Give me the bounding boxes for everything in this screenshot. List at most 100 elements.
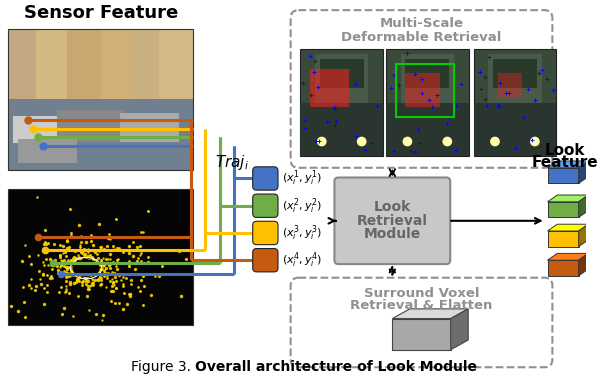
Point bbox=[39, 241, 49, 247]
Point bbox=[81, 265, 91, 271]
Point bbox=[124, 243, 134, 249]
Point bbox=[143, 208, 153, 214]
Point bbox=[78, 281, 87, 288]
Point bbox=[86, 232, 96, 238]
Point bbox=[19, 285, 28, 291]
Point bbox=[98, 318, 107, 324]
Point bbox=[99, 247, 109, 253]
Point bbox=[61, 288, 70, 294]
Point bbox=[146, 292, 155, 298]
Point bbox=[83, 268, 93, 274]
Point bbox=[56, 262, 66, 268]
Point bbox=[63, 273, 73, 279]
Point bbox=[99, 260, 108, 266]
Point bbox=[58, 250, 67, 257]
Polygon shape bbox=[547, 161, 588, 168]
Point bbox=[56, 284, 66, 290]
Point bbox=[67, 271, 76, 277]
Point bbox=[99, 263, 108, 270]
Polygon shape bbox=[547, 260, 579, 276]
Point bbox=[85, 281, 95, 288]
Point bbox=[104, 262, 114, 268]
Point bbox=[132, 244, 141, 250]
Point bbox=[53, 267, 63, 273]
Point bbox=[45, 275, 54, 281]
Text: Look: Look bbox=[374, 200, 411, 214]
Point bbox=[121, 275, 131, 281]
Point bbox=[112, 266, 122, 272]
Point bbox=[88, 280, 98, 286]
Point bbox=[67, 266, 77, 272]
Point bbox=[81, 265, 91, 271]
Point bbox=[114, 272, 123, 278]
Point bbox=[82, 258, 92, 264]
Point bbox=[74, 267, 84, 273]
Point bbox=[85, 262, 95, 268]
Point bbox=[79, 266, 88, 273]
Point bbox=[136, 258, 146, 264]
Point bbox=[38, 143, 48, 149]
Point bbox=[73, 271, 83, 278]
Point bbox=[176, 293, 185, 299]
Point bbox=[66, 278, 75, 285]
Point bbox=[83, 264, 93, 270]
Point bbox=[81, 266, 91, 272]
Point bbox=[76, 268, 86, 275]
Point bbox=[89, 265, 99, 271]
Point bbox=[122, 301, 132, 308]
Point bbox=[82, 266, 92, 272]
Point bbox=[82, 262, 92, 268]
Point bbox=[84, 266, 93, 272]
Point bbox=[84, 278, 93, 284]
Circle shape bbox=[530, 137, 540, 146]
Point bbox=[91, 270, 101, 276]
Point bbox=[76, 239, 85, 245]
Ellipse shape bbox=[72, 260, 100, 277]
Point bbox=[76, 243, 85, 250]
Point bbox=[81, 265, 91, 271]
Point bbox=[31, 287, 40, 293]
Text: $(x_i^3, y_i^3)$: $(x_i^3, y_i^3)$ bbox=[282, 223, 322, 243]
Point bbox=[57, 269, 66, 275]
Point bbox=[110, 300, 120, 306]
Point bbox=[86, 238, 96, 245]
Point bbox=[85, 270, 95, 276]
Point bbox=[77, 279, 87, 285]
Point bbox=[91, 261, 101, 267]
Point bbox=[97, 281, 107, 287]
Point bbox=[86, 272, 96, 278]
Point bbox=[69, 255, 78, 262]
Point bbox=[31, 283, 41, 290]
Point bbox=[92, 269, 102, 275]
Point bbox=[71, 263, 81, 269]
Point bbox=[79, 265, 89, 271]
Point bbox=[61, 283, 71, 289]
Point bbox=[87, 260, 97, 266]
Point bbox=[54, 270, 63, 276]
Point bbox=[79, 252, 89, 258]
Point bbox=[79, 264, 89, 270]
Point bbox=[114, 245, 124, 251]
Point bbox=[93, 265, 102, 271]
Point bbox=[82, 265, 92, 271]
Point bbox=[82, 265, 92, 271]
Point bbox=[48, 260, 58, 266]
Point bbox=[110, 247, 119, 253]
Point bbox=[88, 242, 98, 248]
Point bbox=[83, 266, 93, 272]
Point bbox=[81, 276, 91, 282]
Point bbox=[76, 262, 86, 268]
Point bbox=[81, 265, 91, 271]
Point bbox=[75, 262, 85, 268]
Point bbox=[90, 261, 100, 267]
Point bbox=[83, 265, 93, 271]
Point bbox=[87, 266, 97, 272]
Point bbox=[56, 271, 66, 277]
Point bbox=[75, 262, 84, 268]
Point bbox=[82, 265, 92, 271]
Point bbox=[81, 265, 90, 271]
Point bbox=[83, 249, 93, 255]
Point bbox=[76, 267, 86, 273]
Point bbox=[86, 270, 96, 276]
Point bbox=[73, 276, 83, 282]
